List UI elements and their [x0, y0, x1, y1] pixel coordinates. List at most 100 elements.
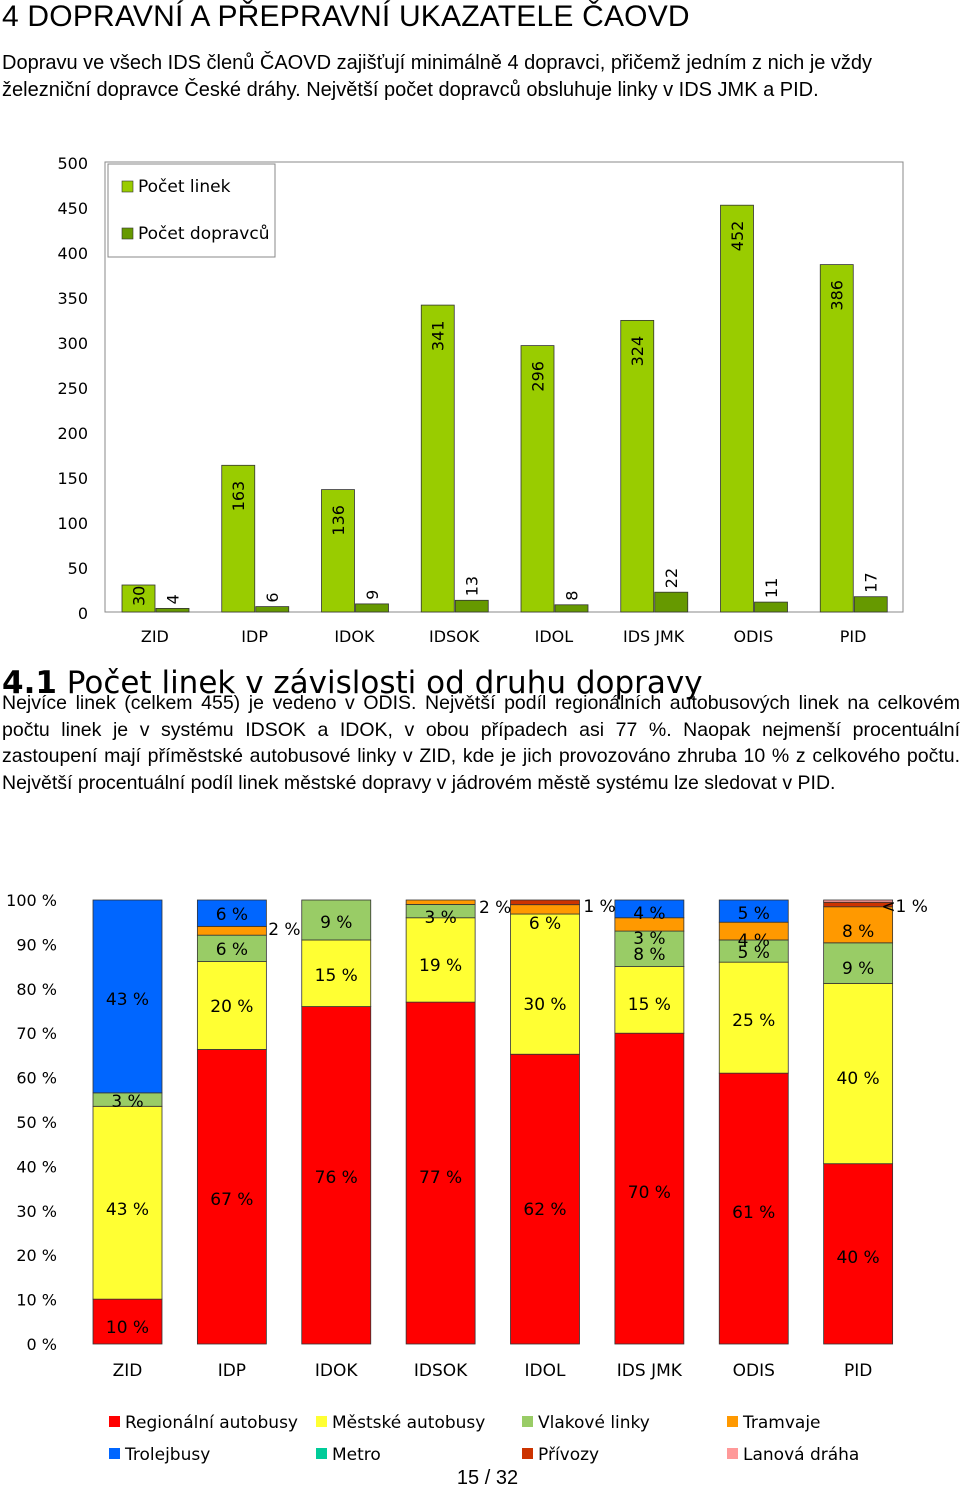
x-tick-label: IDOL	[535, 627, 574, 646]
segment-label: 15 %	[315, 966, 358, 986]
segment-label: 4 %	[633, 904, 665, 924]
bar-segment	[301, 1006, 372, 1345]
bar-segment	[510, 899, 580, 906]
legend-swatch	[109, 1448, 120, 1459]
bar-segment	[823, 942, 894, 984]
segment-label: 1 %	[583, 897, 615, 917]
bar-carriers-value: 13	[463, 576, 482, 596]
bar-carriers-value: 4	[164, 594, 183, 604]
bar-lines-value: 136	[329, 505, 348, 536]
segment-label: 2 %	[268, 920, 300, 940]
bar-segment	[92, 899, 163, 1094]
legend-label: Počet dopravců	[138, 224, 270, 244]
bar-segment	[614, 930, 685, 967]
segment-label: 6 %	[529, 914, 561, 934]
bar-carriers-value: 11	[762, 578, 781, 598]
x-tick-label: ODIS	[733, 627, 773, 646]
bar-lines	[321, 489, 355, 613]
section-number: 4.1	[2, 665, 57, 701]
bar-segment	[510, 913, 580, 1055]
page-heading: 4 DOPRAVNÍ A PŘEPRAVNÍ UKAZATELE ČAOVD	[2, 0, 690, 33]
bar-segment	[718, 1072, 789, 1345]
legend-swatch	[121, 227, 134, 240]
x-tick-label: IDSOK	[429, 627, 480, 646]
bar-lines	[819, 264, 854, 613]
segment-label: 67 %	[210, 1190, 253, 1210]
bar-carriers	[654, 591, 689, 613]
bar-lines	[720, 204, 754, 613]
segment-label: 4 %	[738, 931, 770, 951]
x-tick-label: IDSOK	[414, 1361, 468, 1381]
y-tick-label: 100 %	[6, 891, 57, 910]
carriers-lines-bar-chart: 0 50 100 150 200 250 300 350 400 450 500 ZID 30 4 IDP 1…	[57, 154, 904, 646]
bar-segment	[405, 917, 476, 1003]
bar-carriers-value: 6	[263, 592, 282, 602]
legend-label: Lanová dráha	[743, 1445, 859, 1465]
segment-label: 25 %	[732, 1011, 775, 1031]
bar-lines	[620, 319, 655, 613]
segment-label: 76 %	[315, 1168, 358, 1188]
x-tick-label: ZID	[113, 1361, 143, 1381]
x-tick-label: IDP	[218, 1361, 246, 1381]
legend-label: Vlakové linky	[538, 1413, 650, 1433]
legend-label: Počet linek	[138, 177, 231, 197]
legend-box	[107, 163, 276, 258]
y-tick-label: 20 %	[16, 1246, 57, 1265]
legend-label: Přívozy	[538, 1445, 599, 1465]
y-tick-label: 50 %	[16, 1113, 57, 1132]
y-tick-label: 300	[57, 334, 88, 353]
bar-segment	[405, 1001, 476, 1345]
x-tick-label: IDS JMK	[617, 1361, 683, 1381]
segment-label: 20 %	[210, 997, 253, 1017]
y-tick-label: 0 %	[27, 1335, 57, 1354]
y-tick-label: 350	[57, 289, 88, 308]
bar-segment	[196, 1049, 267, 1345]
bar-carriers-value: 8	[563, 591, 582, 601]
y-tick-label: 50	[68, 559, 88, 578]
segment-label: 3 %	[111, 1092, 143, 1112]
segment-label: 8 %	[842, 922, 874, 942]
bar-segment	[405, 899, 476, 905]
segment-label: 30 %	[523, 995, 566, 1015]
segment-label: 6 %	[216, 940, 248, 960]
segment-label: 2 %	[479, 898, 511, 918]
section-title: Počet linek v závislosti od druhu doprav…	[56, 665, 703, 701]
bar-lines	[520, 345, 555, 613]
segment-label: 19 %	[419, 956, 462, 976]
bar-segment	[614, 966, 685, 1034]
bar-carriers	[255, 606, 290, 613]
legend-label: Trolejbusy	[124, 1445, 210, 1465]
bar-segment	[92, 1298, 163, 1345]
bar-carriers	[554, 604, 589, 613]
segment-label: 43 %	[106, 990, 149, 1010]
x-tick-label: IDS JMK	[623, 627, 685, 646]
bar-lines-value: 341	[429, 321, 448, 352]
y-tick-label: 90 %	[16, 935, 57, 954]
y-tick-label: 250	[57, 379, 88, 398]
bar-lines-value: 452	[728, 221, 747, 252]
bar-lines-value: 296	[529, 361, 548, 392]
legend-swatch	[316, 1448, 327, 1459]
bar-segment	[718, 961, 789, 1074]
intro-paragraph: Dopravu ve všech IDS členů ČAOVD zajišťu…	[2, 52, 873, 101]
legend-label: Regionální autobusy	[125, 1413, 298, 1433]
y-tick-label: 80 %	[16, 980, 57, 999]
bar-segment	[196, 899, 267, 927]
y-tick-label: 70 %	[16, 1024, 57, 1043]
y-tick-label: 200	[57, 424, 88, 443]
line-type-share-stacked-chart: 0 % 10 % 20 % 30 % 40 % 50 % 60 % 70 % 80 % 90 % 1…	[6, 891, 928, 1465]
bar-segment	[510, 904, 580, 915]
x-tick-label: IDOL	[525, 1361, 566, 1381]
legend-swatch	[727, 1448, 738, 1459]
segment-label: 6 %	[216, 905, 248, 925]
bar-segment	[196, 934, 267, 962]
segment-label: 70 %	[628, 1183, 671, 1203]
bar-carriers-value: 17	[862, 572, 881, 592]
x-tick-label: ZID	[141, 627, 169, 646]
y-tick-label: 60 %	[16, 1069, 57, 1088]
segment-label: <1 %	[881, 897, 928, 917]
y-tick-label: 0	[78, 604, 88, 623]
bar-lines-value: 324	[628, 336, 647, 367]
y-tick-label: 400	[57, 244, 88, 263]
segment-label: 43 %	[106, 1200, 149, 1220]
